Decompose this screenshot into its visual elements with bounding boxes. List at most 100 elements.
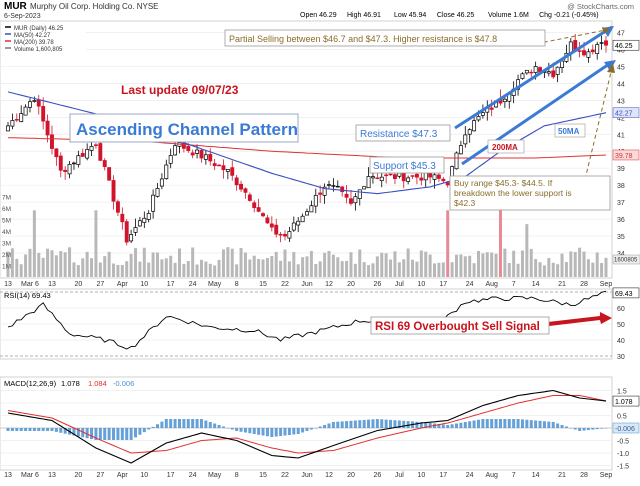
- legend-entry-3: Volume 1,600,805: [14, 47, 63, 53]
- rsi-line: [7, 290, 607, 350]
- buy-range-box: [449, 175, 611, 211]
- candle-body: [14, 119, 19, 121]
- volume-bar: [380, 252, 384, 277]
- rsi-signal-arrow: [548, 312, 612, 326]
- volume-bar: [512, 250, 516, 277]
- price-tag-2: 39.78: [615, 153, 633, 160]
- macd-hist-bar: [529, 420, 533, 428]
- candle-body: [120, 213, 125, 223]
- candle-body: [190, 152, 195, 156]
- rsi-tick-label: 40: [617, 338, 625, 345]
- macd-hist-bar: [94, 428, 98, 440]
- price-tick-label: 41: [617, 132, 625, 139]
- macd-legend-label: MACD(12,26,9): [4, 379, 57, 388]
- candle-body: [529, 71, 534, 74]
- macd-hist-bar: [217, 425, 221, 428]
- volume-bar: [208, 263, 212, 277]
- volume-bar: [481, 253, 485, 277]
- volume-bar: [472, 263, 476, 277]
- volume-bar: [151, 252, 155, 277]
- rsi-signal-label: RSI 69 Overbought Sell Signal: [375, 321, 540, 333]
- volume-bar: [459, 254, 463, 277]
- macd-hist-bar: [323, 425, 327, 428]
- volume-bar: [112, 263, 116, 277]
- x-tick-label: 10: [140, 472, 148, 479]
- price-tick-label: 47: [617, 30, 625, 37]
- x-tick-label: Jun: [301, 472, 312, 479]
- x-tick-label: 22: [281, 281, 289, 288]
- candle-body: [199, 149, 204, 159]
- candle-body: [76, 155, 81, 165]
- candle-body: [261, 213, 265, 217]
- macd-hist-bar: [384, 419, 388, 428]
- macd-hist-bar: [274, 428, 278, 437]
- candle-body: [239, 183, 243, 190]
- macd-hist-bar: [520, 419, 524, 428]
- macd-hist-bar: [81, 428, 85, 438]
- macd-hist-bar: [10, 428, 14, 431]
- candle-body: [10, 120, 15, 127]
- volume-bar: [63, 252, 67, 277]
- candle-body: [252, 202, 257, 209]
- macd-tick-label: -1.0: [617, 451, 629, 458]
- macd-hist-bar: [595, 428, 599, 430]
- candle-body: [353, 196, 358, 204]
- candle-body: [375, 177, 380, 180]
- candle-body: [586, 51, 591, 58]
- ma200-tag: 200MA: [492, 143, 518, 152]
- macd-hist-bar: [50, 428, 54, 431]
- x-tick-label: 8: [235, 281, 239, 288]
- volume-bar: [15, 258, 19, 277]
- candle-body: [155, 188, 160, 197]
- price-tag-box-2: [612, 149, 640, 161]
- candle-body: [582, 50, 586, 56]
- macd-line: [7, 389, 607, 464]
- x-axis-labels-price: 13 Mar 6 13 20 27 Apr 10 17 24 May 8 15 22 Jun 12 20 26 J…: [4, 281, 612, 288]
- selling-arrowhead: [602, 27, 610, 34]
- x-tick-label: 17: [167, 281, 175, 288]
- volume-bar: [265, 257, 269, 277]
- candle-body: [256, 207, 261, 212]
- volume-bar: [235, 264, 239, 277]
- side-axes: 706050403069.431.51.00.50.0-0.5-1.0-1.51…: [612, 287, 640, 471]
- candle-body: [164, 164, 169, 180]
- x-axis-labels-macd: 13 Mar 6 13 20 27 Apr 10 17 24 May 8 15 22 Jun 12 20 26 J…: [4, 472, 612, 479]
- volume-bar: [230, 248, 234, 277]
- volume-bar: [441, 262, 445, 277]
- candle-body: [107, 167, 112, 181]
- macd-legend: MACD(12,26,9) 1.078 1.084 -0.006: [4, 379, 134, 388]
- macd-hist-bar: [380, 419, 384, 428]
- volume-bar: [107, 251, 111, 277]
- volume-bar: [455, 254, 458, 277]
- volume-bar: [485, 252, 489, 277]
- macd-hist-bar: [525, 419, 529, 428]
- legend-entry-2: MA(200) 39.78: [14, 40, 54, 46]
- candle-body: [19, 113, 24, 122]
- x-tick-label: Mar 6: [21, 472, 39, 479]
- volume-bar: [384, 253, 388, 277]
- volume-bar: [520, 250, 524, 277]
- macd-hist-bar: [160, 421, 164, 428]
- price-tick-label: 35: [617, 234, 625, 241]
- partial-selling-label: Partial Selling between $46.7 and $47.3.…: [229, 34, 497, 44]
- volume-bar: [301, 257, 305, 277]
- volume-bar: [591, 262, 595, 277]
- x-tick-label: 12: [325, 281, 333, 288]
- macd-hist-bar: [397, 420, 401, 428]
- macd-hist-bar: [542, 421, 546, 428]
- buy-arrowhead: [607, 63, 615, 73]
- candle-body: [269, 223, 274, 228]
- volume-bar: [186, 261, 190, 277]
- price-tag-0: 46.25: [615, 43, 633, 50]
- macd-hist-bar: [221, 426, 225, 428]
- selling-dashed-line: [529, 29, 607, 46]
- ma50-tag-box: [554, 123, 586, 138]
- macd-hist-bar: [507, 419, 511, 428]
- candle-body: [406, 177, 411, 182]
- price-tag-box-1: [612, 107, 640, 118]
- rsi-tick-label: 30: [617, 354, 625, 361]
- x-tick-label: 20: [347, 472, 355, 479]
- resistance-label: Resistance $47.3: [360, 129, 438, 140]
- macd-hist-tag: -0.006: [615, 426, 635, 433]
